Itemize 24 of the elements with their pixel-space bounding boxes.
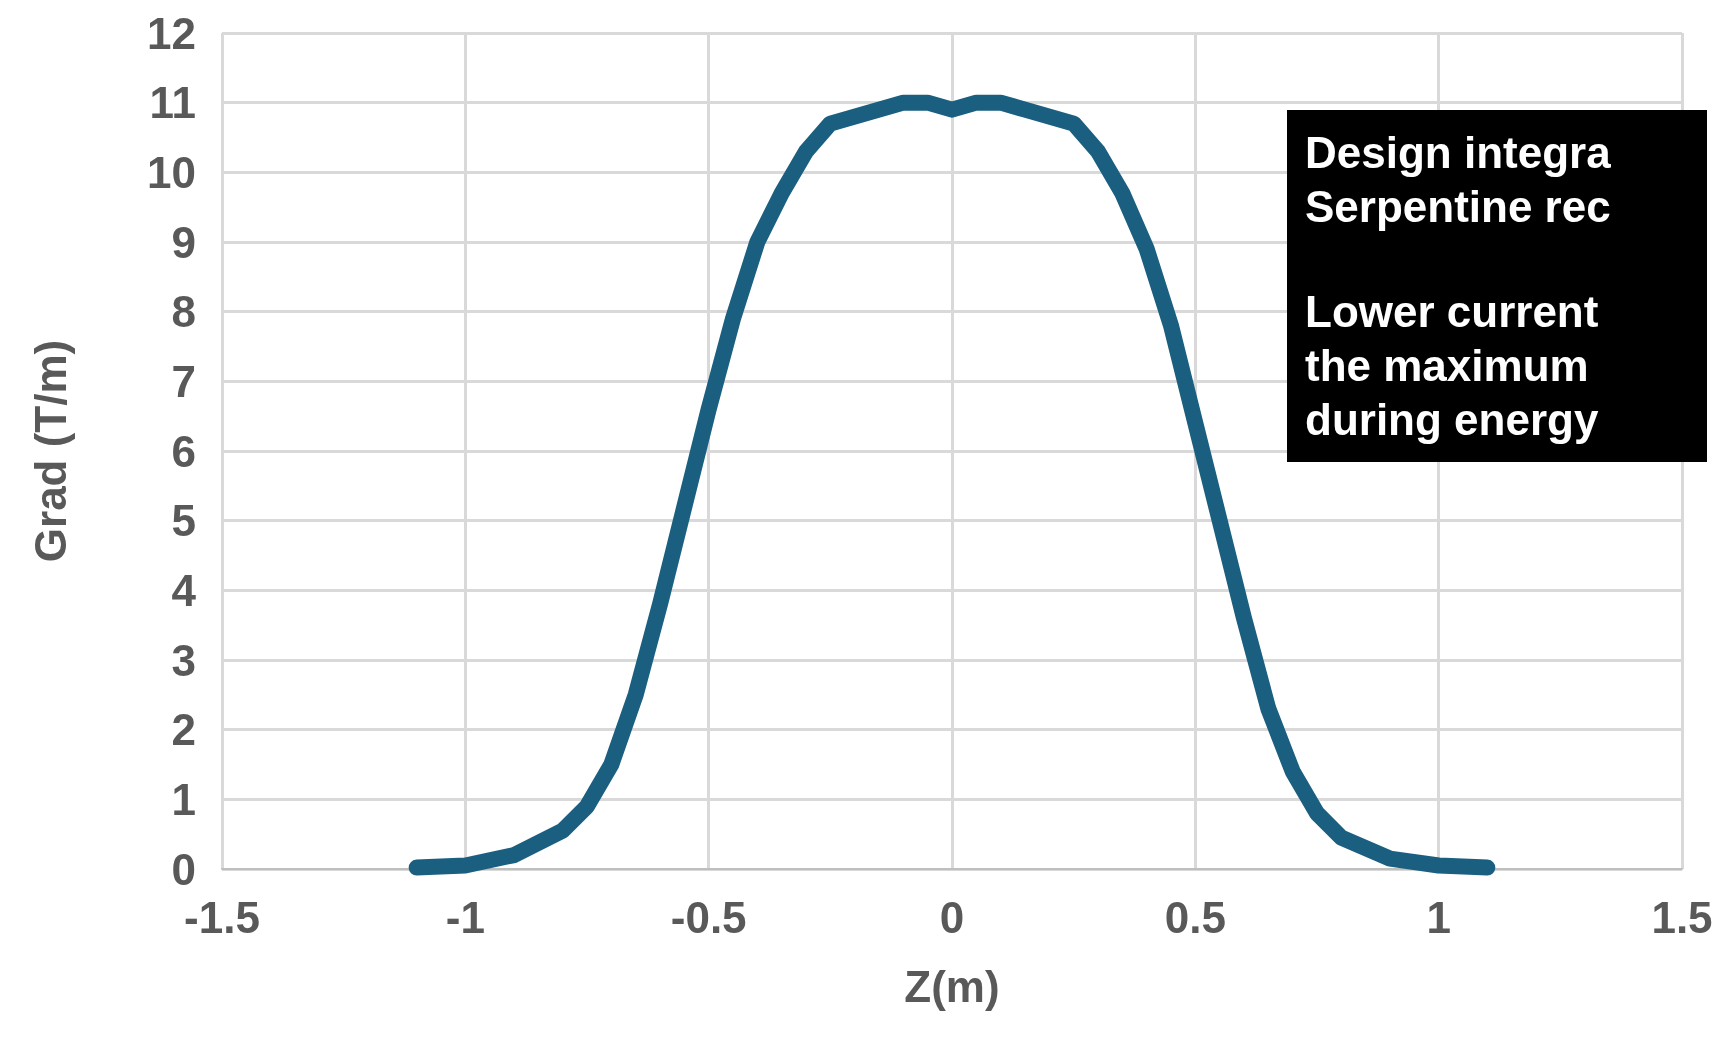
- x-tick-label: 0.5: [1164, 892, 1226, 942]
- x-tick-label: 0: [939, 892, 965, 942]
- y-tick-label: 7: [171, 356, 196, 406]
- x-tick-label: -1: [445, 892, 485, 942]
- x-axis-title: Z(m): [904, 961, 1000, 1011]
- y-tick-label: 12: [147, 8, 196, 58]
- y-axis-title: Grad (T/m): [25, 339, 75, 563]
- y-tick-label: 1: [171, 774, 196, 824]
- y-tick-label: 5: [171, 496, 196, 546]
- y-tick-label: 3: [171, 635, 196, 685]
- y-tick-label: 6: [171, 426, 196, 476]
- y-tick-label: 4: [171, 565, 197, 615]
- annotation: Design integra Serpentine rec: [1305, 127, 1612, 233]
- x-tick-label: 1: [1426, 892, 1451, 942]
- x-tick-label: -0.5: [670, 892, 747, 942]
- x-tick-label: 1.5: [1651, 892, 1713, 942]
- y-tick-label: 8: [171, 287, 196, 337]
- annotation: Lower current the maximum during energy: [1305, 286, 1600, 446]
- x-tick-label: -1.5: [184, 892, 260, 942]
- y-tick-label: 10: [147, 147, 196, 197]
- y-tick-label: 11: [149, 78, 196, 128]
- y-tick-label: 2: [171, 705, 196, 755]
- y-tick-label: 9: [171, 217, 196, 267]
- y-tick-label: 0: [171, 844, 196, 894]
